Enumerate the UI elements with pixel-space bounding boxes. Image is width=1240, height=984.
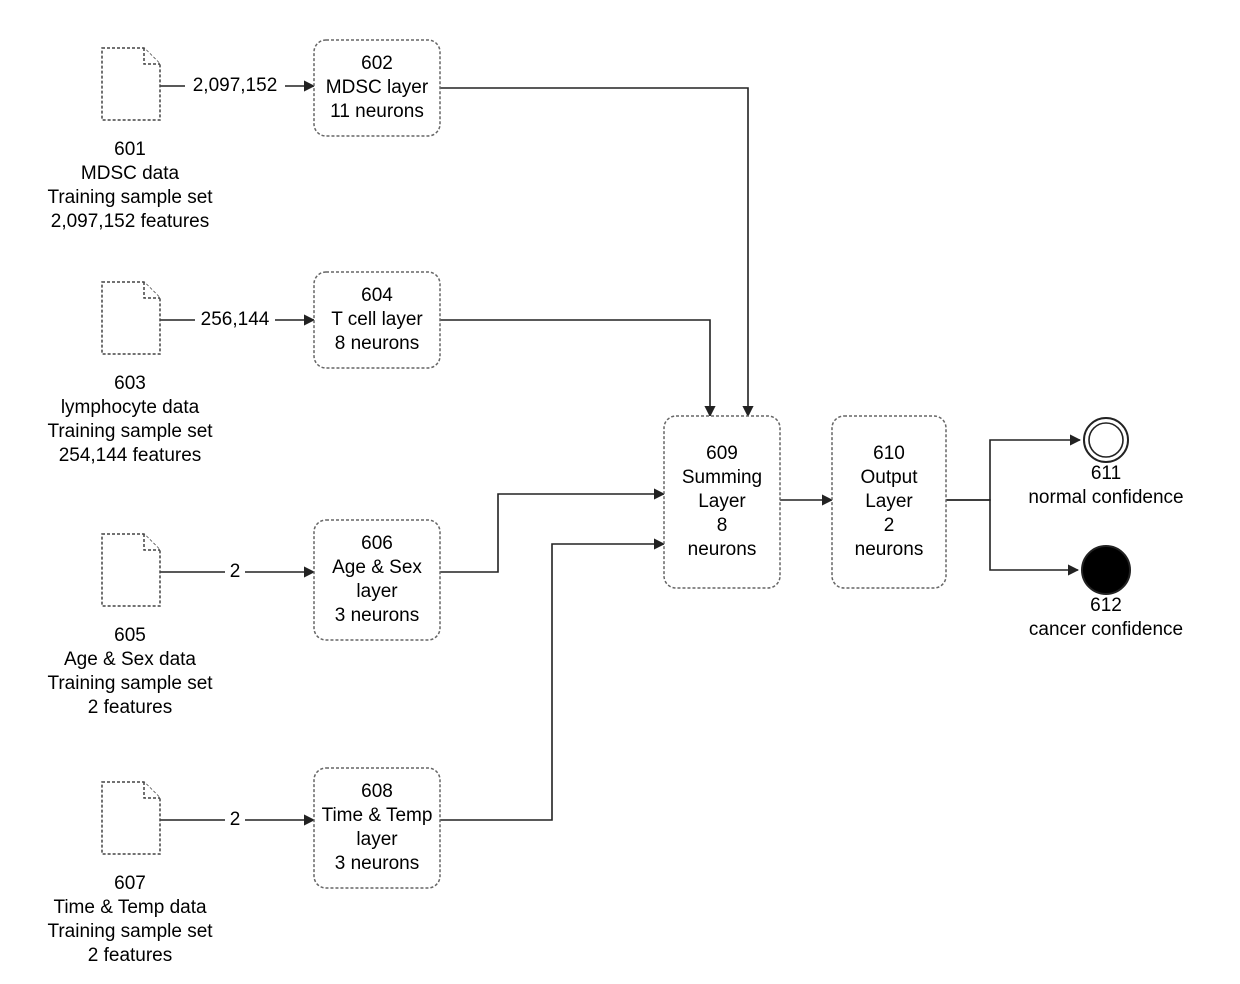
node-caption-line: 2,097,152 features bbox=[51, 211, 209, 232]
node-caption-line: cancer confidence bbox=[1029, 619, 1183, 640]
node-text-line: 8 bbox=[717, 515, 728, 536]
edge-602-609 bbox=[440, 88, 748, 416]
edge-608-609 bbox=[440, 544, 664, 820]
node-id: 605 bbox=[114, 625, 146, 646]
file-node-607: 607 Time & Temp data Training sample set 2 … bbox=[47, 782, 213, 966]
node-id: 601 bbox=[114, 139, 146, 160]
node-text-line: layer bbox=[356, 829, 398, 850]
edge-601-602: 2,097,152 bbox=[160, 74, 314, 98]
output-circle-icon bbox=[1084, 418, 1128, 462]
edge-label: 2 bbox=[230, 561, 241, 582]
layer-node-609: 609 Summing Layer 8 neurons bbox=[664, 416, 780, 588]
node-caption-line: 254,144 features bbox=[59, 445, 202, 466]
box-nodes-layer: 602 MDSC layer 11 neurons 604 T cell layer 8 … bbox=[314, 40, 946, 888]
node-caption-line: Training sample set bbox=[47, 673, 213, 694]
edge-label: 2,097,152 bbox=[193, 75, 278, 96]
output-circle-icon bbox=[1082, 546, 1130, 594]
node-text-line: Summing bbox=[682, 467, 762, 488]
node-text-line: Age & Sex bbox=[332, 557, 422, 578]
edge-603-604: 256,144 bbox=[160, 308, 314, 332]
output-node-612: 612 cancer confidence bbox=[1029, 546, 1183, 640]
node-id: 611 bbox=[1091, 463, 1121, 484]
node-text-line: 8 neurons bbox=[335, 333, 420, 354]
node-caption-line: 2 features bbox=[88, 945, 173, 966]
node-id: 606 bbox=[361, 533, 393, 554]
node-id: 607 bbox=[114, 873, 146, 894]
node-caption-line: Training sample set bbox=[47, 921, 213, 942]
layer-node-608: 608 Time & Temp layer 3 neurons bbox=[314, 768, 440, 888]
edge-607-608: 2 bbox=[160, 808, 314, 832]
node-id: 609 bbox=[706, 443, 738, 464]
node-caption-line: MDSC data bbox=[81, 163, 180, 184]
node-text-line: neurons bbox=[855, 539, 924, 560]
node-id: 604 bbox=[361, 285, 393, 306]
layer-node-610: 610 Output Layer 2 neurons bbox=[832, 416, 946, 588]
node-text-line: MDSC layer bbox=[326, 77, 429, 98]
file-nodes-layer: 601 MDSC data Training sample set 2,097,152… bbox=[47, 48, 213, 966]
node-caption-line: 2 features bbox=[88, 697, 173, 718]
node-text-line: 3 neurons bbox=[335, 853, 420, 874]
node-text-line: layer bbox=[356, 581, 398, 602]
node-id: 610 bbox=[873, 443, 905, 464]
node-text-line: T cell layer bbox=[331, 309, 423, 330]
layer-node-604: 604 T cell layer 8 neurons bbox=[314, 272, 440, 368]
edge-label: 256,144 bbox=[201, 309, 270, 330]
edge-604-609 bbox=[440, 320, 710, 416]
node-text-line: 3 neurons bbox=[335, 605, 420, 626]
node-caption-line: Training sample set bbox=[47, 187, 213, 208]
node-text-line: Time & Temp bbox=[322, 805, 433, 826]
layer-node-602: 602 MDSC layer 11 neurons bbox=[314, 40, 440, 136]
node-caption-line: normal confidence bbox=[1028, 487, 1183, 508]
node-text-line: Layer bbox=[865, 491, 913, 512]
node-id: 608 bbox=[361, 781, 393, 802]
file-node-603: 603 lymphocyte data Training sample set 254… bbox=[47, 282, 213, 466]
node-id: 603 bbox=[114, 373, 146, 394]
edge-label: 2 bbox=[230, 809, 241, 830]
node-caption-line: Time & Temp data bbox=[53, 897, 207, 918]
node-caption-line: Training sample set bbox=[47, 421, 213, 442]
node-caption-line: Age & Sex data bbox=[64, 649, 196, 670]
node-id: 602 bbox=[361, 53, 393, 74]
edge-605-606: 2 bbox=[160, 560, 314, 584]
node-text-line: 11 neurons bbox=[330, 101, 424, 122]
node-text-line: Output bbox=[860, 467, 918, 488]
layer-node-606: 606 Age & Sex layer 3 neurons bbox=[314, 520, 440, 640]
file-node-605: 605 Age & Sex data Training sample set 2 fe… bbox=[47, 534, 213, 718]
edge-610-612 bbox=[946, 500, 1078, 570]
node-caption-line: lymphocyte data bbox=[61, 397, 200, 418]
node-text-line: Layer bbox=[698, 491, 746, 512]
node-text-line: neurons bbox=[688, 539, 757, 560]
output-node-611: 611 normal confidence bbox=[1028, 418, 1183, 508]
output-nodes-layer: 611 normal confidence 612 cancer confidence bbox=[1028, 418, 1183, 640]
node-text-line: 2 bbox=[884, 515, 895, 536]
node-id: 612 bbox=[1090, 595, 1122, 616]
